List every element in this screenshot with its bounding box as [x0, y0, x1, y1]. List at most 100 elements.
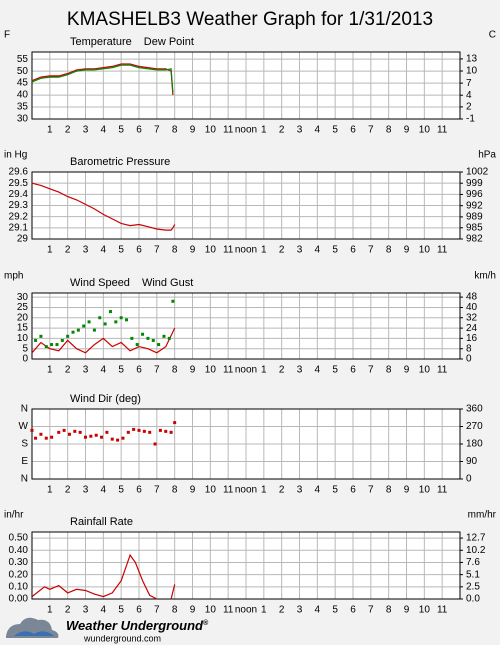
- y2-tick-label: 32: [466, 312, 478, 323]
- data-point: [94, 433, 98, 437]
- series-line: [31, 553, 176, 600]
- y2-tick-label: 992: [466, 200, 483, 211]
- data-point: [114, 320, 118, 324]
- y2-tick-label: 10.2: [466, 545, 486, 556]
- x-tick-label: 8: [172, 365, 178, 376]
- x-tick-label: 8: [386, 125, 392, 136]
- y2-tick-label: 12.7: [466, 533, 486, 544]
- y2-tick-label: 2: [466, 102, 472, 113]
- logo-url: wunderground.com: [83, 633, 161, 643]
- data-point: [39, 432, 43, 436]
- data-point: [135, 343, 139, 347]
- x-tick-label: noon: [235, 485, 257, 496]
- x-tick-label: 5: [118, 485, 124, 496]
- y-tick-label: 0.50: [9, 533, 29, 544]
- x-tick-label: 3: [83, 125, 89, 136]
- x-tick-label: 1: [261, 365, 267, 376]
- data-point: [50, 343, 54, 347]
- x-tick-label: 7: [368, 605, 374, 616]
- x-tick-label: 4: [101, 245, 107, 256]
- data-point: [141, 332, 145, 336]
- y2-tick-label: 8: [466, 343, 472, 354]
- x-tick-label: 11: [223, 605, 234, 616]
- y-tick-label: 29.6: [9, 167, 29, 178]
- data-point: [151, 338, 155, 342]
- x-tick-label: 3: [297, 485, 303, 496]
- y-tick-label: 25: [17, 302, 29, 313]
- x-tick-label: 4: [315, 485, 321, 496]
- x-tick-label: 6: [350, 245, 356, 256]
- y-tick-label: 29.4: [9, 189, 29, 200]
- x-tick-label: 7: [368, 245, 374, 256]
- y-tick-label: S: [21, 439, 28, 450]
- y-tick-label: 29.3: [9, 200, 29, 211]
- data-point: [105, 430, 109, 434]
- data-point: [44, 436, 48, 440]
- x-tick-label: 3: [83, 245, 89, 256]
- data-point: [66, 334, 70, 338]
- page-title: KMASHELB3 Weather Graph for 1/31/2013: [67, 9, 433, 30]
- y2-axis-label: mm/hr: [468, 510, 497, 521]
- x-tick-label: 3: [297, 365, 303, 376]
- legend-label: Wind Dir (deg): [70, 393, 141, 405]
- data-point: [142, 429, 146, 433]
- y2-tick-label: 4: [466, 90, 472, 101]
- x-tick-label: 3: [83, 485, 89, 496]
- x-tick-label: 11: [223, 125, 234, 136]
- data-point: [146, 336, 150, 340]
- data-point: [100, 435, 104, 439]
- legend-label: Barometric Pressure: [70, 156, 170, 168]
- data-point: [34, 338, 38, 342]
- data-point: [137, 428, 141, 432]
- y-tick-label: 45: [17, 78, 29, 89]
- y-tick-label: W: [19, 421, 29, 432]
- data-point: [121, 436, 125, 440]
- data-point: [119, 316, 123, 320]
- x-tick-label: 2: [279, 245, 285, 256]
- y2-axis-label: C: [489, 30, 496, 41]
- legend-label: Rainfall Rate: [70, 516, 133, 528]
- x-tick-label: 5: [332, 365, 338, 376]
- y-tick-label: 29.5: [9, 178, 29, 189]
- data-point: [169, 430, 173, 434]
- logo-brand-text: Weather Underground: [66, 618, 204, 633]
- y2-tick-label: 982: [466, 234, 483, 245]
- x-tick-label: 11: [223, 485, 234, 496]
- data-point: [116, 438, 120, 442]
- x-tick-label: 2: [279, 485, 285, 496]
- y2-tick-label: 2.5: [466, 581, 480, 592]
- x-tick-label: 2: [279, 365, 285, 376]
- x-tick-label: 8: [386, 605, 392, 616]
- plot-border: [31, 51, 461, 120]
- y-tick-label: 0.00: [9, 594, 29, 605]
- data-point: [71, 330, 75, 334]
- x-tick-label: 6: [136, 605, 142, 616]
- x-tick-label: 1: [261, 605, 267, 616]
- x-tick-label: 8: [386, 245, 392, 256]
- x-tick-label: 3: [297, 125, 303, 136]
- x-tick-label: 6: [136, 245, 142, 256]
- x-tick-label: 8: [172, 605, 178, 616]
- x-tick-label: 10: [205, 125, 217, 136]
- x-tick-label: 8: [386, 485, 392, 496]
- x-tick-label: 8: [172, 485, 178, 496]
- data-point: [125, 318, 129, 322]
- x-tick-label: 5: [332, 485, 338, 496]
- x-tick-label: 4: [315, 125, 321, 136]
- x-tick-label: 5: [332, 245, 338, 256]
- data-point: [108, 310, 112, 314]
- x-tick-label: 9: [404, 365, 410, 376]
- data-point: [34, 436, 38, 440]
- y2-tick-label: 996: [466, 189, 483, 200]
- logo: Weather Underground® wunderground.com: [6, 617, 209, 643]
- y-tick-label: 50: [17, 66, 29, 77]
- x-tick-label: 4: [101, 365, 107, 376]
- data-point: [82, 324, 86, 328]
- y-tick-label: 0: [22, 354, 28, 365]
- legend-label: Temperature: [70, 36, 132, 48]
- plot-border: [31, 171, 461, 240]
- x-tick-label: 7: [368, 125, 374, 136]
- y-axis-label: mph: [4, 271, 23, 282]
- data-point: [92, 328, 96, 332]
